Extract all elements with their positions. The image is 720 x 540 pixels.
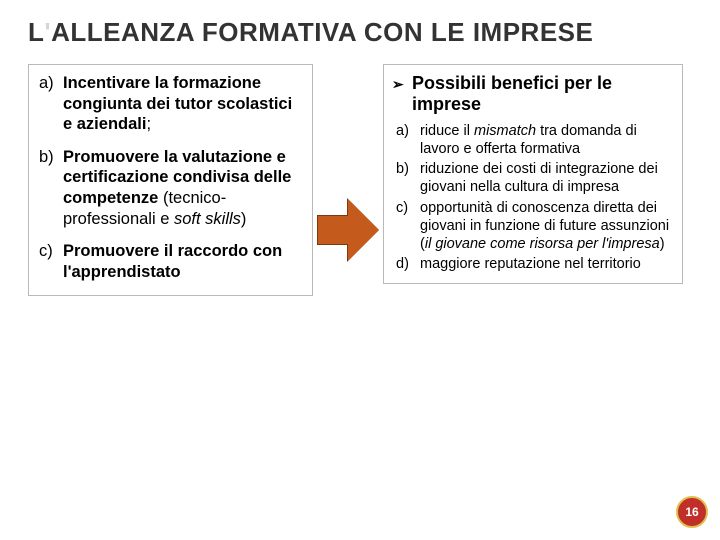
right-text: maggiore reputazione nel territorio <box>420 255 672 273</box>
right-marker: a) <box>392 122 420 158</box>
left-marker: b) <box>39 147 63 230</box>
left-marker: c) <box>39 241 63 282</box>
left-box: a) Incentivare la formazione congiunta d… <box>28 64 313 296</box>
right-header-text: Possibili benefici per le imprese <box>412 73 672 116</box>
left-item: c) Promuovere il raccordo con l'apprendi… <box>39 241 304 282</box>
left-text: Promuovere il raccordo con l'apprendista… <box>63 241 304 282</box>
page-number: 16 <box>685 505 698 519</box>
content-columns: a) Incentivare la formazione congiunta d… <box>0 58 720 296</box>
arrow-column <box>313 64 383 261</box>
title-rest: ALLEANZA FORMATIVA CON LE IMPRESE <box>51 17 593 47</box>
triangle-bullet-icon: ➢ <box>392 73 412 93</box>
left-item: b) Promuovere la valutazione e certifica… <box>39 147 304 230</box>
title-prefix-dark: L <box>28 17 44 47</box>
right-item: b) riduzione dei costi di integrazione d… <box>392 160 672 196</box>
right-item: c) opportunità di conoscenza diretta dei… <box>392 199 672 253</box>
right-marker: b) <box>392 160 420 196</box>
right-box: ➢ Possibili benefici per le imprese a) r… <box>383 64 683 284</box>
right-text: riduzione dei costi di integrazione dei … <box>420 160 672 196</box>
right-marker: d) <box>392 255 420 273</box>
page-number-badge: 16 <box>676 496 708 528</box>
right-item: d) maggiore reputazione nel territorio <box>392 255 672 273</box>
left-marker: a) <box>39 73 63 135</box>
arrow-right-icon <box>317 199 379 261</box>
left-text: Promuovere la valutazione e certificazio… <box>63 147 304 230</box>
right-marker: c) <box>392 199 420 253</box>
slide-title: L'ALLEANZA FORMATIVA CON LE IMPRESE <box>0 0 720 58</box>
right-text: riduce il mismatch tra domanda di lavoro… <box>420 122 672 158</box>
right-text: opportunità di conoscenza diretta dei gi… <box>420 199 672 253</box>
left-item: a) Incentivare la formazione congiunta d… <box>39 73 304 135</box>
right-item: a) riduce il mismatch tra domanda di lav… <box>392 122 672 158</box>
left-text: Incentivare la formazione congiunta dei … <box>63 73 304 135</box>
right-header: ➢ Possibili benefici per le imprese <box>392 73 672 116</box>
